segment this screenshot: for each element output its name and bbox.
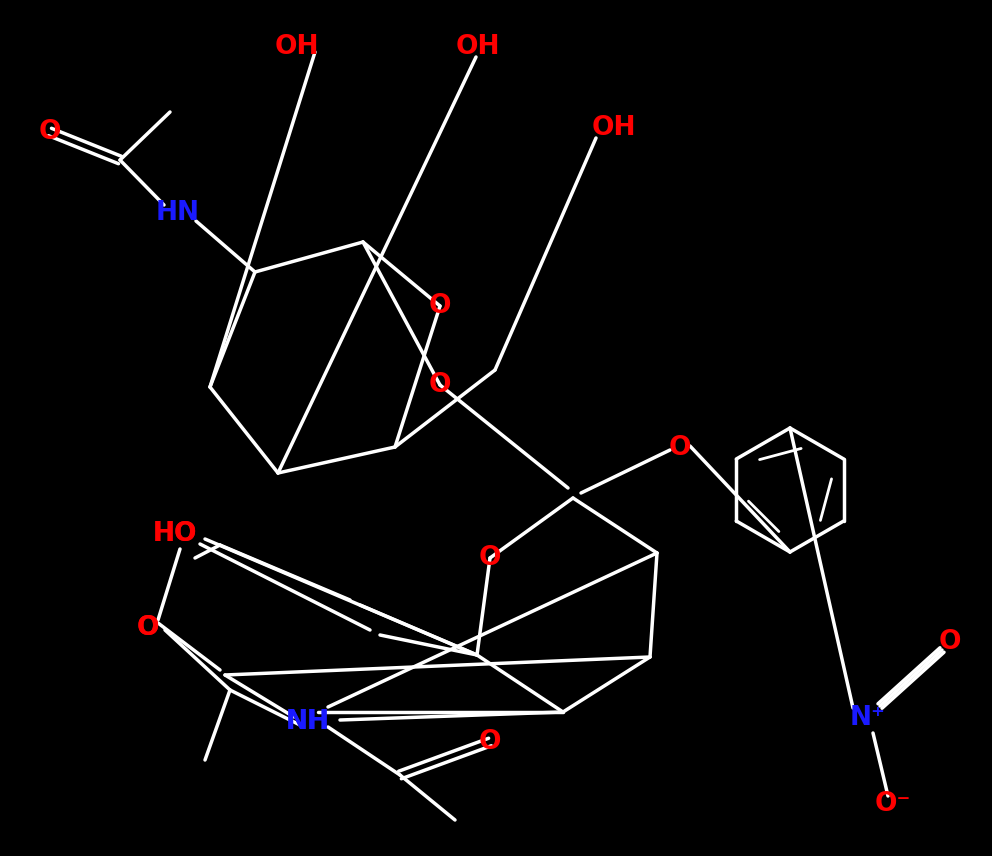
Text: O: O [479,729,501,755]
Text: OH: OH [592,115,636,141]
Text: O: O [429,293,451,319]
Text: O: O [137,615,160,641]
Text: O: O [137,615,160,641]
Text: O: O [938,629,961,655]
Text: N⁺: N⁺ [850,705,886,731]
Text: NH: NH [286,709,330,735]
Text: O⁻: O⁻ [875,791,912,817]
Text: O: O [669,435,691,461]
Text: O: O [39,119,62,145]
Text: O: O [429,372,451,398]
Text: OH: OH [275,34,319,60]
Text: HO: HO [153,521,197,547]
Text: O: O [479,545,501,571]
Text: HO: HO [153,521,197,547]
Text: OH: OH [455,34,500,60]
Text: HN: HN [156,200,200,226]
Text: NH: NH [286,709,330,735]
